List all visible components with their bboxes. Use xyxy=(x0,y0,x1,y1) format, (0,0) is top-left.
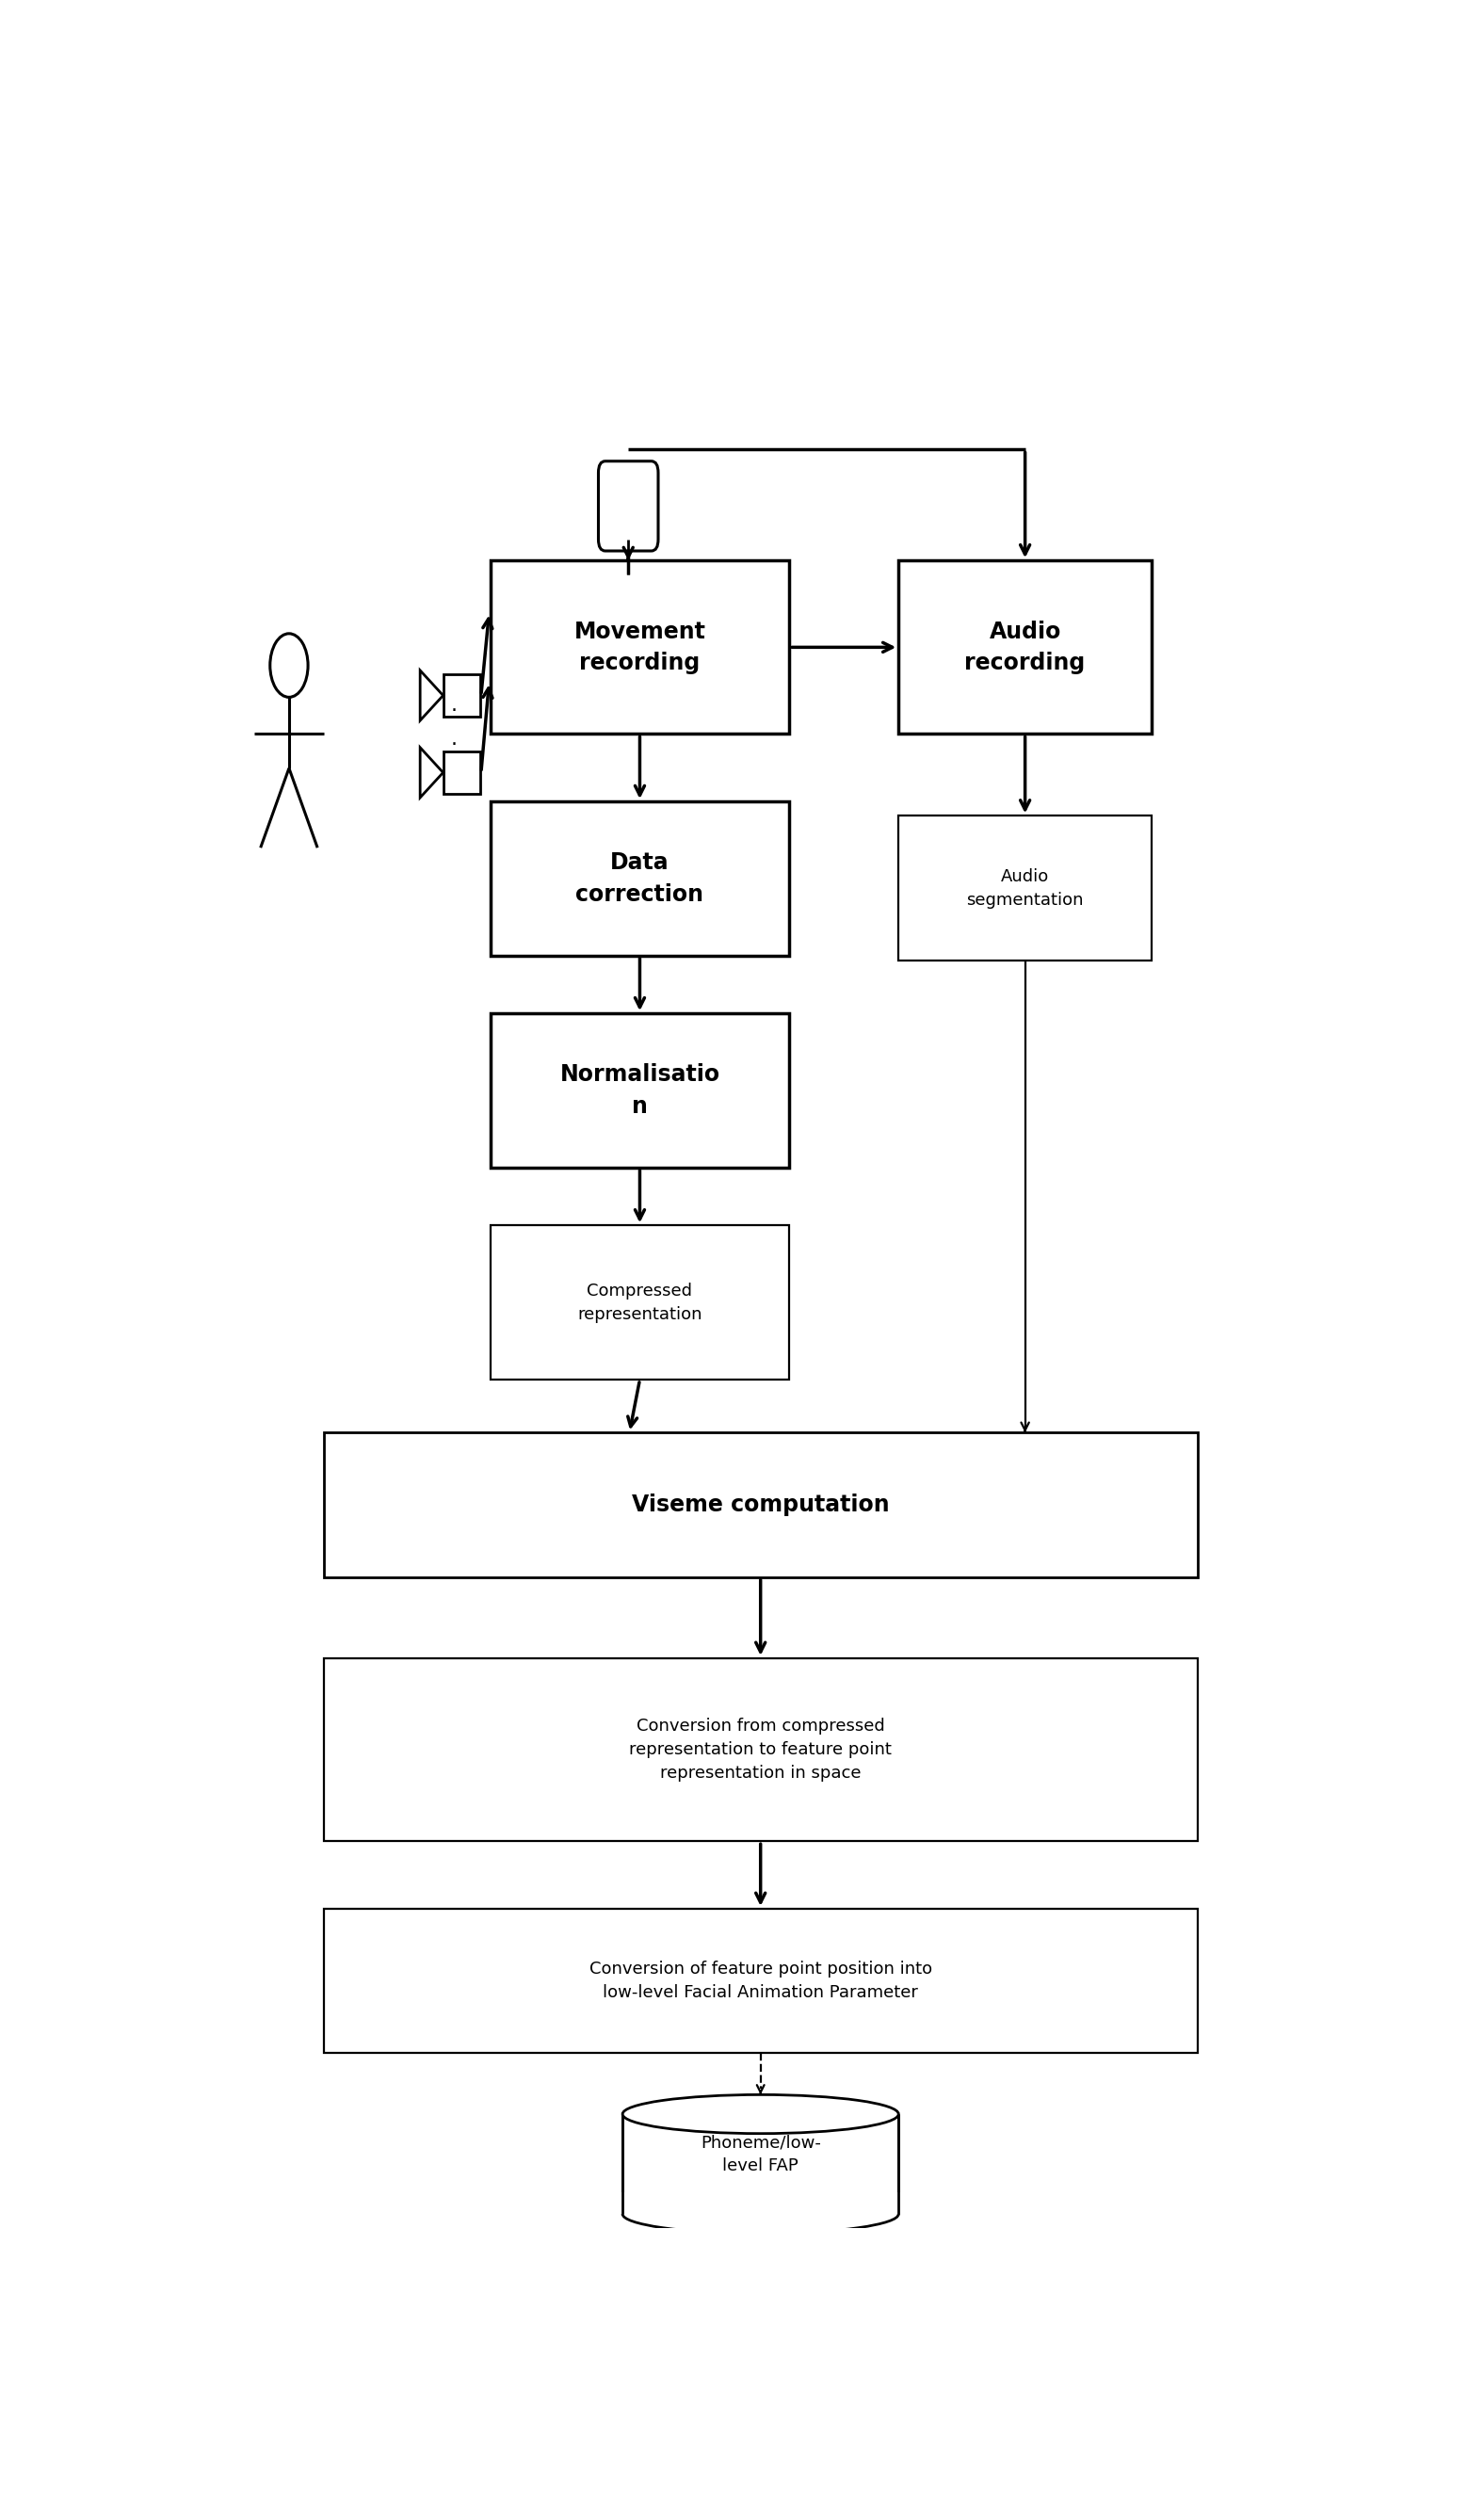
Text: Viseme computation: Viseme computation xyxy=(632,1494,889,1517)
Ellipse shape xyxy=(623,2195,898,2233)
FancyBboxPatch shape xyxy=(490,801,789,956)
FancyBboxPatch shape xyxy=(490,1226,789,1379)
Text: Compressed
representation: Compressed representation xyxy=(577,1282,702,1322)
Polygon shape xyxy=(420,748,444,798)
Bar xyxy=(444,673,479,716)
Text: Conversion from compressed
representation to feature point
representation in spa: Conversion from compressed representatio… xyxy=(629,1717,892,1782)
Text: Phoneme/low-
level FAP: Phoneme/low- level FAP xyxy=(700,2135,821,2175)
Bar xyxy=(623,2115,898,2215)
Text: Audio
recording: Audio recording xyxy=(965,621,1085,673)
Bar xyxy=(444,751,479,793)
Text: Normalisatio
n: Normalisatio n xyxy=(559,1064,720,1119)
FancyBboxPatch shape xyxy=(490,561,789,733)
Polygon shape xyxy=(420,671,444,721)
FancyBboxPatch shape xyxy=(898,561,1152,733)
FancyBboxPatch shape xyxy=(324,1910,1198,2052)
Text: Data
correction: Data correction xyxy=(576,851,703,906)
Ellipse shape xyxy=(623,2095,898,2133)
Text: Movement
recording: Movement recording xyxy=(574,621,706,673)
FancyBboxPatch shape xyxy=(898,816,1152,961)
Text: Conversion of feature point position into
low-level Facial Animation Parameter: Conversion of feature point position int… xyxy=(589,1960,932,2002)
FancyBboxPatch shape xyxy=(324,1432,1198,1577)
Bar xyxy=(620,2193,901,2215)
FancyBboxPatch shape xyxy=(324,1657,1198,1842)
Text: ·
·: · · xyxy=(451,701,457,753)
Text: Audio
segmentation: Audio segmentation xyxy=(966,869,1083,909)
FancyBboxPatch shape xyxy=(490,1014,789,1166)
FancyBboxPatch shape xyxy=(598,461,659,551)
